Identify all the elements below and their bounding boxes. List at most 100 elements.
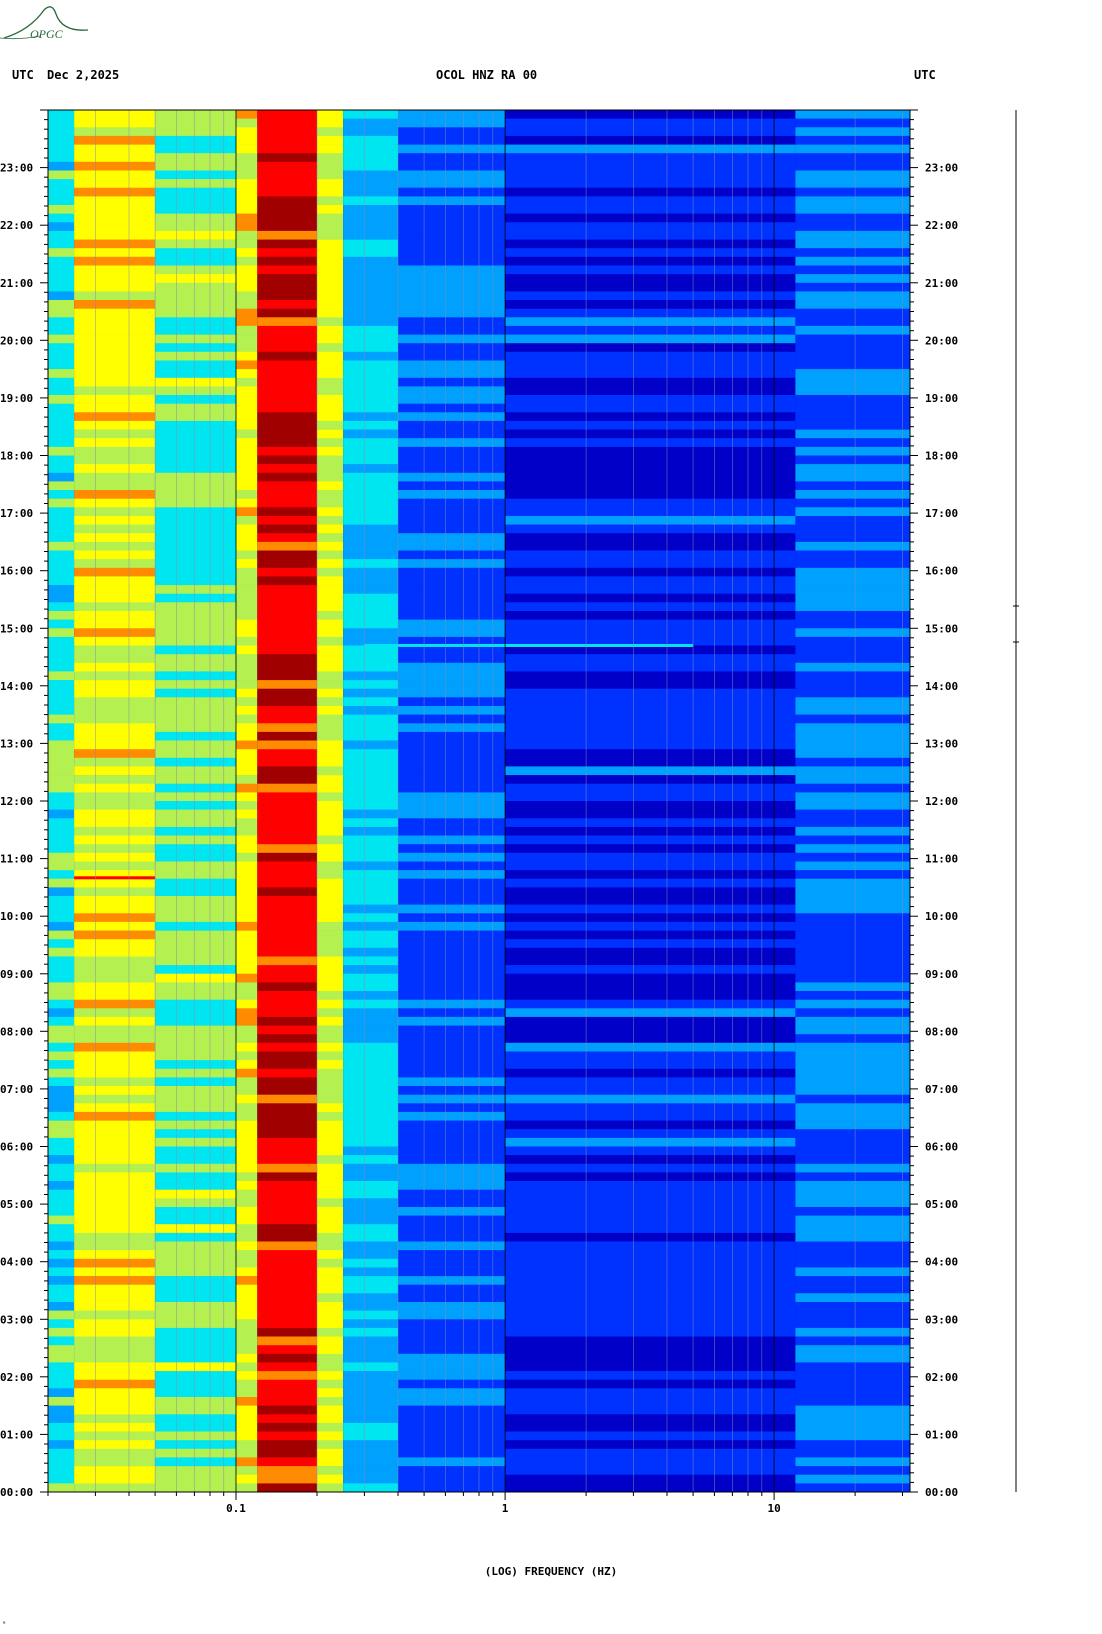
band-cell bbox=[74, 1258, 156, 1268]
band-cell bbox=[236, 1250, 258, 1260]
band-cell bbox=[317, 991, 344, 1000]
band-cell bbox=[155, 1155, 237, 1165]
band-cell bbox=[48, 1129, 75, 1139]
band-cell bbox=[317, 1111, 344, 1121]
band-cell bbox=[398, 1189, 506, 1199]
band-cell bbox=[795, 1137, 910, 1147]
band-cell bbox=[505, 619, 796, 629]
band-cell bbox=[343, 1327, 398, 1337]
band-cell bbox=[155, 896, 237, 905]
band-cell bbox=[505, 213, 796, 223]
band-cell bbox=[317, 1345, 344, 1355]
band-cell bbox=[257, 775, 317, 785]
band-cell bbox=[257, 334, 317, 344]
band-cell bbox=[236, 127, 258, 137]
band-cell bbox=[236, 455, 258, 465]
band-cell bbox=[505, 982, 796, 992]
band-cell bbox=[505, 654, 796, 664]
band-cell bbox=[398, 896, 506, 905]
band-cell bbox=[505, 766, 796, 776]
band-cell bbox=[257, 265, 317, 275]
band-cell bbox=[398, 930, 506, 940]
band-cell bbox=[505, 369, 796, 379]
band-cell bbox=[257, 282, 317, 292]
band-cell bbox=[398, 118, 506, 128]
band-cell bbox=[155, 1137, 237, 1147]
band-cell bbox=[155, 576, 237, 586]
band-cell bbox=[48, 1172, 75, 1182]
band-cell bbox=[317, 274, 344, 284]
band-cell bbox=[155, 481, 237, 491]
band-cell bbox=[257, 360, 317, 370]
band-cell bbox=[343, 878, 398, 888]
band-cell bbox=[48, 308, 75, 318]
band-cell bbox=[398, 343, 506, 353]
band-cell bbox=[74, 1051, 156, 1061]
band-cell bbox=[505, 1388, 796, 1398]
band-cell bbox=[257, 455, 317, 465]
band-cell bbox=[74, 1466, 156, 1476]
band-cell bbox=[795, 420, 910, 430]
band-cell bbox=[505, 809, 796, 819]
band-cell bbox=[236, 1137, 258, 1147]
band-cell bbox=[317, 1163, 344, 1173]
band-cell bbox=[155, 230, 237, 240]
band-cell bbox=[398, 274, 506, 284]
band-cell bbox=[74, 766, 156, 776]
band-cell bbox=[257, 991, 317, 1000]
band-cell bbox=[236, 481, 258, 491]
band-cell bbox=[48, 749, 75, 759]
band-cell bbox=[505, 412, 796, 422]
band-cell bbox=[795, 792, 910, 802]
band-cell bbox=[317, 1103, 344, 1113]
band-cell bbox=[74, 325, 156, 335]
band-cell bbox=[398, 1215, 506, 1225]
band-cell bbox=[74, 317, 156, 327]
band-cell bbox=[398, 1077, 506, 1087]
band-cell bbox=[155, 982, 237, 992]
band-cell bbox=[155, 343, 237, 353]
band-cell bbox=[317, 636, 344, 646]
band-cell bbox=[155, 1051, 237, 1061]
band-cell bbox=[343, 1336, 398, 1346]
band-cell bbox=[74, 464, 156, 474]
band-cell bbox=[48, 1068, 75, 1078]
band-cell bbox=[257, 757, 317, 767]
band-cell bbox=[257, 1276, 317, 1286]
band-cell bbox=[48, 248, 75, 258]
band-cell bbox=[398, 723, 506, 733]
band-cell bbox=[74, 1250, 156, 1260]
band-cell bbox=[155, 1103, 237, 1113]
y-tick-label-left: 20:00 bbox=[0, 334, 33, 347]
band-cell bbox=[74, 991, 156, 1000]
band-cell bbox=[505, 1310, 796, 1320]
band-cell bbox=[155, 697, 237, 707]
band-cell bbox=[257, 351, 317, 361]
band-cell bbox=[343, 852, 398, 862]
band-cell bbox=[317, 300, 344, 309]
band-cell bbox=[343, 1310, 398, 1320]
band-cell bbox=[795, 351, 910, 361]
band-cell bbox=[317, 982, 344, 992]
band-cell bbox=[155, 1440, 237, 1450]
band-cell bbox=[74, 731, 156, 741]
band-cell bbox=[317, 671, 344, 681]
band-cell bbox=[343, 809, 398, 819]
band-cell bbox=[236, 464, 258, 474]
band-cell bbox=[257, 1172, 317, 1182]
band-cell bbox=[257, 1319, 317, 1329]
band-cell bbox=[505, 170, 796, 180]
band-cell bbox=[343, 896, 398, 905]
band-cell bbox=[398, 1405, 506, 1415]
band-cell bbox=[505, 222, 796, 232]
band-cell bbox=[155, 1397, 237, 1406]
x-axis-label: (LOG) FREQUENCY (HZ) bbox=[484, 1565, 618, 1578]
band-cell bbox=[236, 775, 258, 785]
band-cell bbox=[155, 991, 237, 1000]
band-cell bbox=[343, 1422, 398, 1432]
band-cell bbox=[505, 714, 796, 724]
band-cell bbox=[155, 1008, 237, 1018]
band-cell bbox=[317, 1422, 344, 1432]
band-cell bbox=[505, 680, 796, 690]
band-cell bbox=[795, 654, 910, 664]
